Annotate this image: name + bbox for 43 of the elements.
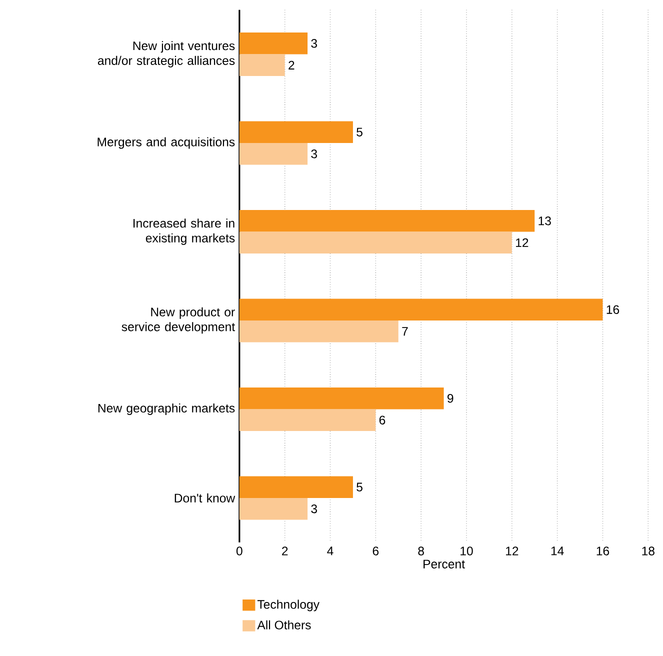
bar	[239, 54, 285, 76]
data-label: 5	[356, 482, 362, 492]
x-tick-label: 6	[372, 546, 379, 556]
data-label: 3	[311, 504, 318, 514]
bar	[239, 298, 603, 320]
bar	[239, 210, 535, 232]
data-label: 12	[516, 238, 528, 247]
data-label: 2	[288, 60, 294, 70]
x-axis-title: Percent	[424, 560, 465, 568]
data-label: 16	[606, 305, 620, 314]
bar	[239, 387, 444, 410]
legend-label: All Others	[257, 620, 311, 630]
x-tick-label: 8	[418, 546, 424, 556]
bar	[239, 498, 308, 520]
x-tick-label: 2	[282, 546, 288, 556]
x-tick-label: 14	[551, 546, 564, 556]
y-tick-label: Increased share in existing markets	[134, 218, 235, 245]
x-tick-label: 12	[506, 546, 518, 556]
data-label: 5	[356, 128, 362, 136]
data-label: 13	[538, 216, 551, 226]
x-tick-label: 10	[460, 546, 473, 556]
bar	[239, 320, 398, 342]
data-label: 3	[311, 38, 318, 48]
bar	[239, 232, 512, 254]
x-tick-label: 18	[642, 546, 654, 556]
y-tick-label: New joint ventures and/or strategic alliances	[98, 41, 235, 68]
x-tick-label: 0	[236, 546, 242, 556]
bar	[239, 409, 376, 431]
bar	[239, 142, 308, 165]
y-tick-label: Mergers and acquisitions	[98, 137, 235, 149]
bar	[239, 476, 353, 498]
data-label: 9	[448, 394, 454, 403]
y-tick-label: New geographic markets	[98, 403, 235, 415]
data-label: 7	[402, 327, 408, 336]
y-tick-label: New product or service development	[122, 307, 236, 334]
data-label: 3	[311, 149, 318, 158]
y-tick-label: Don't know	[174, 493, 236, 502]
data-label: 6	[379, 416, 386, 424]
bar	[239, 32, 308, 54]
x-tick-label: 4	[327, 546, 334, 556]
bar	[239, 121, 353, 143]
legend-label: Technology	[257, 600, 320, 612]
x-tick-label: 16	[596, 546, 610, 556]
